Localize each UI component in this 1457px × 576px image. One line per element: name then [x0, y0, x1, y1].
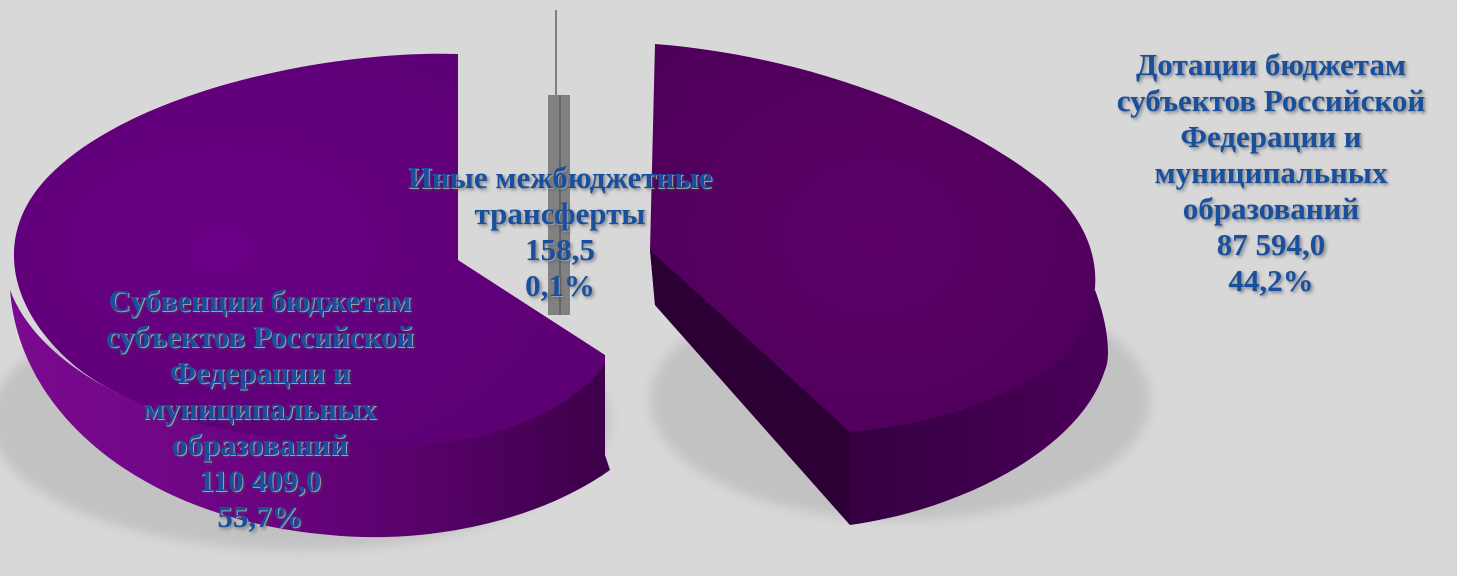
label-line: субъектов Российской: [1116, 83, 1426, 118]
label-line: образований: [1182, 191, 1360, 226]
label-line: Иные межбюджетные: [407, 160, 713, 195]
slice-percent: 55,7%: [217, 499, 303, 534]
slice-value: 110 409,0: [198, 463, 322, 498]
slice-percent: 44,2%: [1228, 263, 1314, 298]
slice-label-subsidies: Дотации бюджетам субъектов Российской Фе…: [1085, 47, 1457, 299]
slice-label-other-transfers: Иные межбюджетные трансферты 158,5 0,1%: [360, 160, 760, 304]
label-line: муниципальных: [143, 391, 377, 426]
slice-value: 87 594,0: [1216, 227, 1326, 262]
slice-other-side: [548, 95, 570, 315]
label-line: субъектов Российской: [105, 319, 415, 354]
label-line: Дотации бюджетам: [1135, 47, 1406, 82]
slice-label-subventions: Субвенции бюджетам субъектов Российской …: [0, 283, 520, 535]
label-line: образований: [171, 427, 349, 462]
slice-value: 158,5: [525, 232, 595, 267]
slice-side-subventions: [10, 290, 610, 538]
slice-percent: 0,1%: [525, 268, 595, 303]
label-line: Федерации и: [1180, 119, 1362, 154]
label-line: трансферты: [474, 196, 646, 231]
label-line: Субвенции бюджетам: [108, 283, 412, 318]
slice-side-subsidies: [650, 250, 1108, 525]
label-line: Федерации и: [169, 355, 351, 390]
slice-front-subsidies: [650, 250, 850, 525]
label-line: муниципальных: [1154, 155, 1388, 190]
slice-subventions: [13, 53, 606, 446]
slice-subsidies: [650, 44, 1096, 432]
